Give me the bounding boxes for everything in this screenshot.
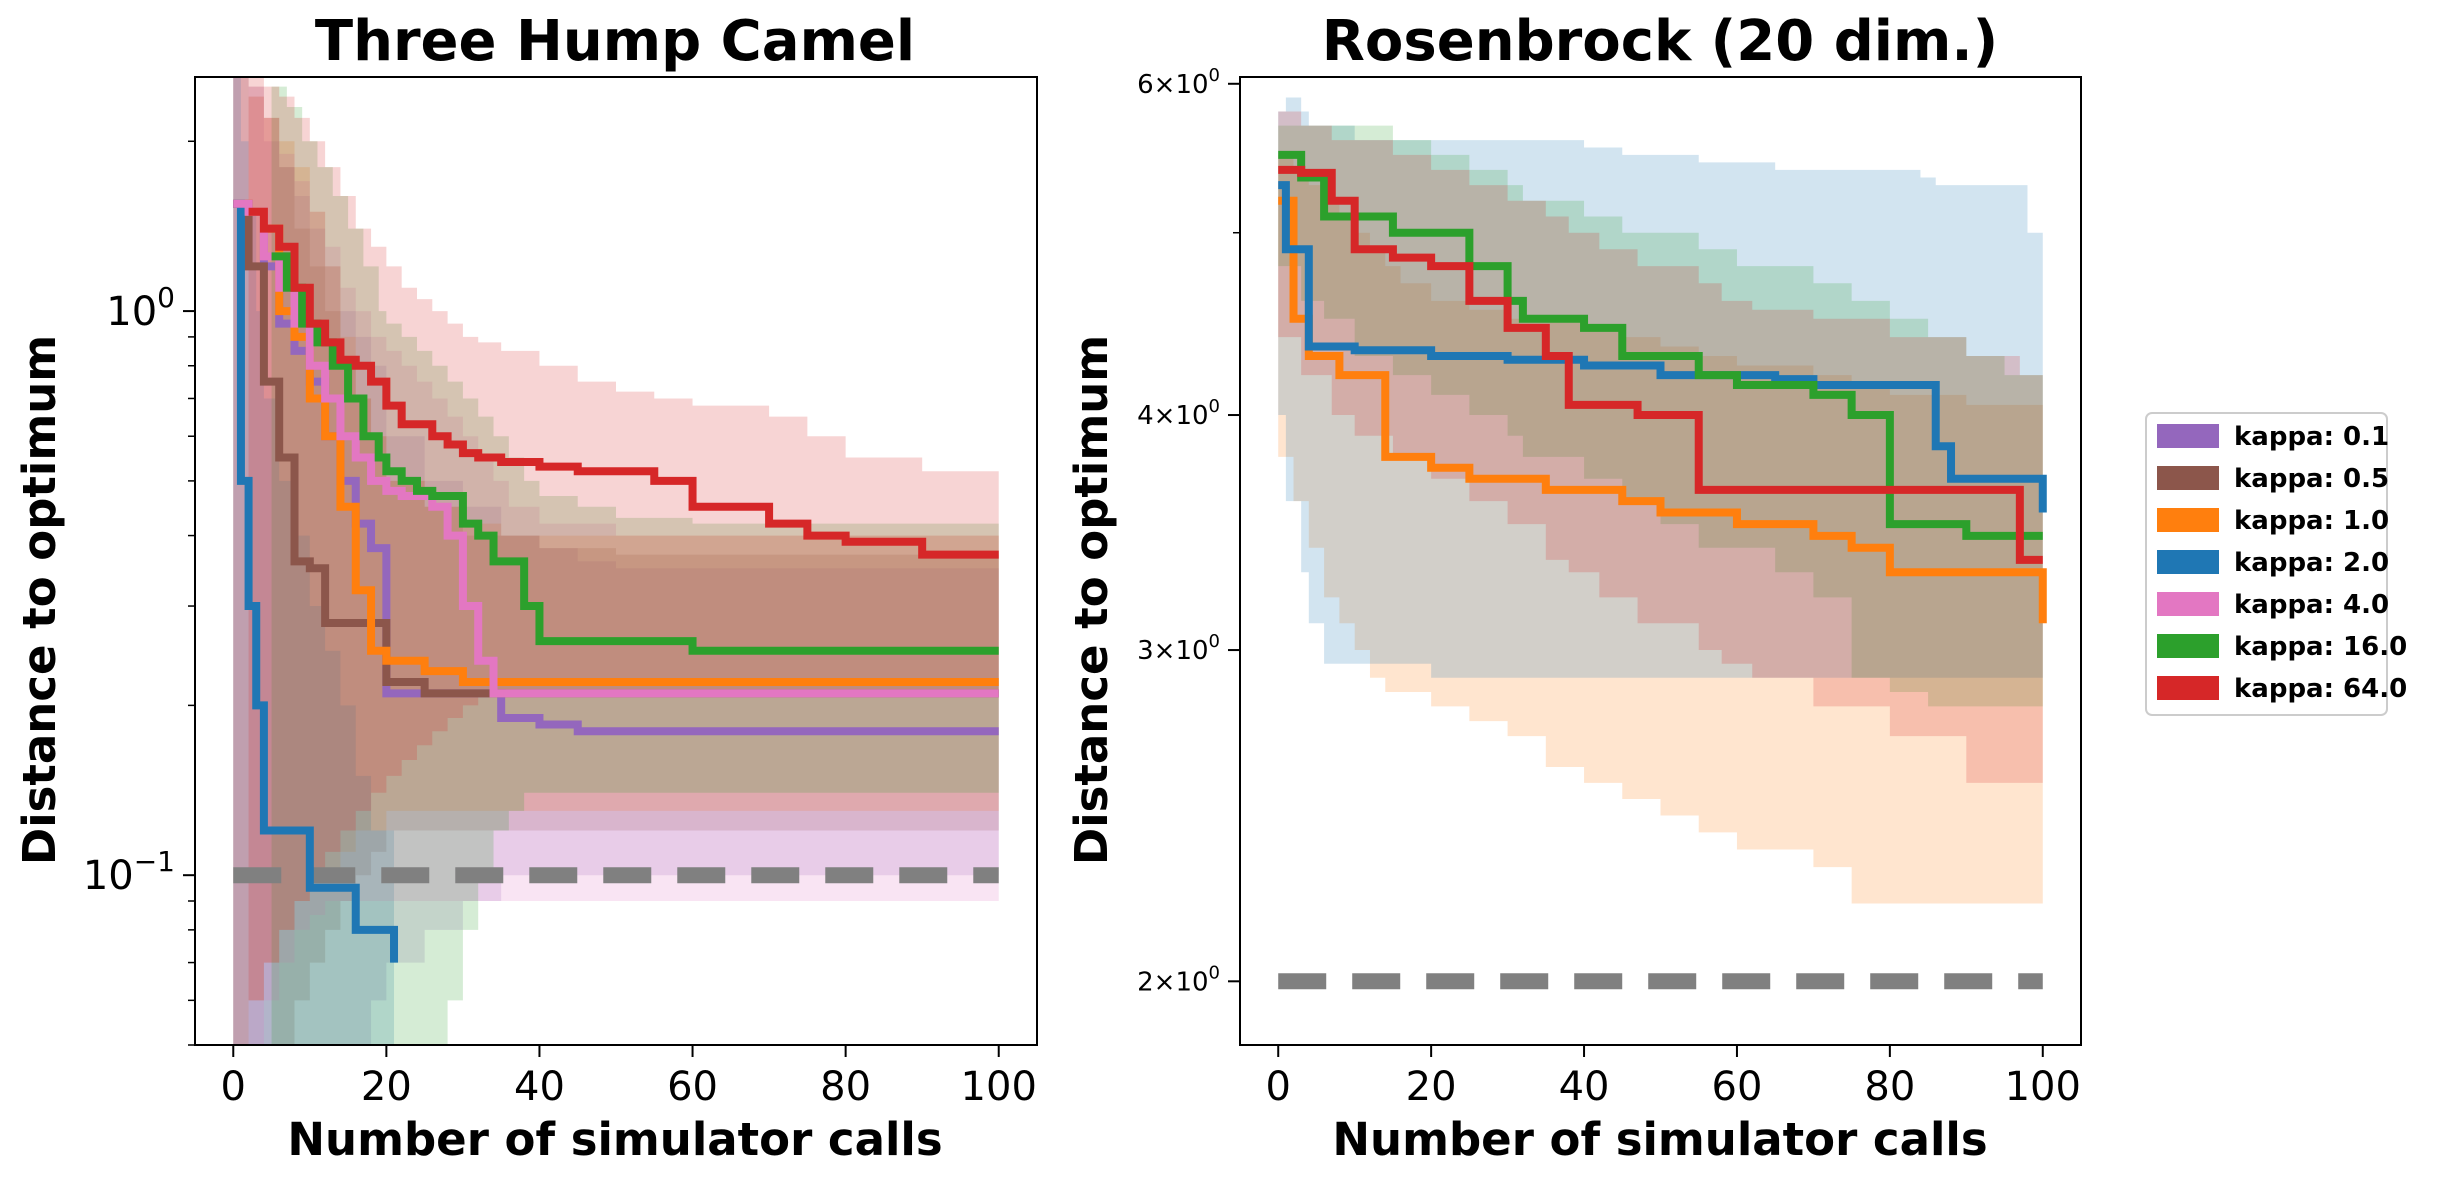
legend-label: kappa: 0.5 [2234,464,2389,494]
series-line-kappa-2-0 [1278,181,2047,513]
y-tick-label: 3×100 [1137,631,1220,666]
x-axis-label: Number of simulator calls [287,1113,942,1166]
x-tick-label: 0 [1266,1064,1291,1110]
x-axis-label: Number of simulator calls [1332,1113,1987,1166]
plot-content [1278,97,2047,990]
band-kappa-4-0 [233,77,999,1045]
legend-swatch [2157,550,2219,574]
plot-area: 0 20 40 60 80 100 6×100 4×100 3×100 2×100 [1137,65,2082,1110]
legend-swatch [2157,466,2219,490]
legend: kappa: 0.1 kappa: 0.5 kappa: 1.0 kappa: 2.0… [2145,412,2407,716]
plot-content [233,77,999,1045]
x-tick-label: 60 [667,1064,718,1110]
legend-entries: kappa: 0.1 kappa: 0.5 kappa: 1.0 kappa: 2.0… [2157,422,2407,704]
band-kappa-0-5 [233,77,999,1045]
legend-label: kappa: 64.0 [2234,674,2407,704]
x-tick-label: 100 [961,1064,1037,1110]
x-tick-label: 0 [221,1064,246,1110]
legend-label: kappa: 0.1 [2234,422,2389,452]
band-kappa-64-0 [248,77,999,1045]
legend-swatch [2157,592,2219,616]
band-kappa-1-0 [1278,154,2043,904]
y-axis-label: Distance to optimum [1065,335,1118,865]
x-tick-label: 40 [514,1064,565,1110]
y-tick-label: 4×100 [1137,396,1220,431]
band-kappa-16-0 [271,86,999,1045]
legend-label: kappa: 2.0 [2234,548,2389,578]
legend-swatch [2157,634,2219,658]
plot-area: 0 20 40 60 80 100 100 10−1 [83,76,1038,1110]
legend-label: kappa: 1.0 [2234,506,2389,536]
series-line-kappa-64-0 [248,207,999,559]
y-tick-label: 100 [106,281,175,335]
legend-swatch [2157,676,2219,700]
band-kappa-0-1 [233,77,999,1045]
series-line-kappa-16-0 [1278,150,2043,540]
axes-frame [194,76,1038,1046]
series-line-kappa-2-0 [233,199,399,963]
y-tick-label: 6×100 [1137,65,1220,100]
y-tick-label: 2×100 [1137,962,1220,997]
y-axis-label: Distance to optimum [13,335,66,865]
series-line-kappa-64-0 [1278,165,2043,564]
band-kappa-1-0 [233,77,999,1045]
legend-swatch [2157,424,2219,448]
x-tick-label: 20 [1406,1064,1457,1110]
legend-label: kappa: 4.0 [2234,590,2389,620]
chart-title: Three Hump Camel [315,9,915,74]
axes-frame [1239,76,2082,1046]
x-tick-label: 20 [361,1064,412,1110]
y-tick-label: 10−1 [83,845,175,899]
panel-three-hump-camel: Three Hump Camel 0 20 40 60 80 100 100 10−1 Num… [13,9,1038,1166]
x-tick-label: 60 [1712,1064,1763,1110]
x-tick-label: 40 [1559,1064,1610,1110]
panel-rosenbrock: Rosenbrock (20 dim.) 0 20 40 60 80 100 6×100 4×… [1065,9,2082,1166]
band-kappa-2-0 [233,77,395,1045]
chart-title: Rosenbrock (20 dim.) [1322,9,1998,74]
x-tick-label: 80 [820,1064,871,1110]
legend-label: kappa: 16.0 [2234,632,2407,662]
series-line-kappa-1-0 [1278,196,2047,624]
x-tick-label: 80 [1864,1064,1915,1110]
x-tick-label: 100 [2005,1064,2081,1110]
legend-swatch [2157,508,2219,532]
